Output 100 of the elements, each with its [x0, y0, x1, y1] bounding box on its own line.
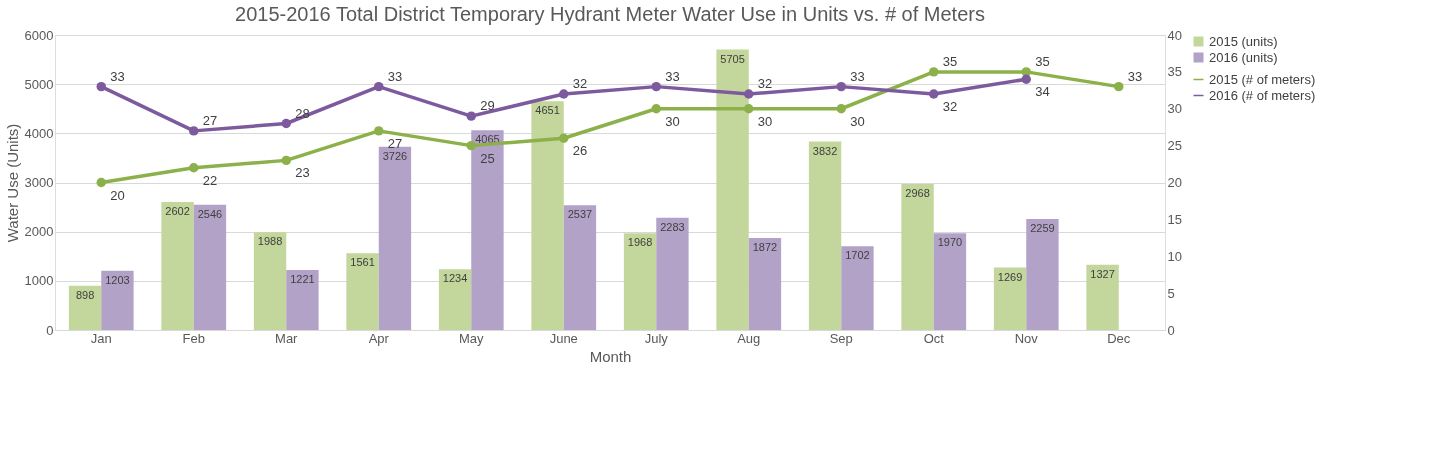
data-label: 1968 — [627, 236, 653, 249]
y2-tick-label: 10 — [1167, 248, 1182, 264]
data-label: 33 — [850, 68, 865, 84]
legend-label: 2016 (units) — [1209, 49, 1278, 65]
data-label: 1872 — [752, 240, 778, 253]
point — [374, 81, 384, 92]
data-label: 1327 — [1090, 267, 1115, 280]
bar — [563, 205, 597, 330]
bar — [933, 233, 967, 330]
data-label: 4065 — [475, 133, 500, 146]
point — [929, 67, 939, 77]
data-label: 33 — [665, 68, 680, 84]
point — [559, 89, 569, 99]
bar — [101, 270, 134, 330]
bar — [748, 237, 782, 330]
bar — [471, 130, 504, 330]
data-label: 3726 — [382, 149, 408, 162]
bar — [1086, 264, 1119, 330]
bar — [1026, 218, 1059, 330]
bar — [901, 184, 934, 330]
legend-label: 2015 (# of meters) — [1209, 71, 1316, 87]
x-tick-label: Sep — [829, 330, 853, 346]
bar — [68, 285, 102, 330]
point — [189, 126, 199, 136]
point — [1021, 74, 1031, 84]
bar — [193, 204, 227, 330]
data-label: 30 — [665, 113, 680, 129]
bar — [623, 233, 657, 330]
point — [1114, 81, 1124, 92]
y2-tick-label: 5 — [1167, 285, 1175, 301]
x-tick-label: Dec — [1107, 330, 1131, 346]
y2-tick-label: 15 — [1167, 211, 1182, 227]
point — [466, 140, 476, 151]
y-axis-title: Water Use (Units) — [3, 123, 21, 243]
y-tick-label: 3000 — [24, 175, 54, 190]
y-tick-label: 5000 — [24, 76, 54, 92]
data-label: 2283 — [660, 220, 685, 233]
data-label: 34 — [1035, 84, 1050, 100]
data-label: 898 — [75, 288, 95, 301]
data-label: 2537 — [567, 208, 593, 221]
data-label: 35 — [1035, 53, 1050, 69]
data-label: 33 — [387, 68, 403, 84]
data-label: 2602 — [165, 205, 190, 218]
bar — [253, 232, 287, 330]
x-axis-title: Month — [589, 347, 632, 365]
y-tick-label: 0 — [46, 322, 54, 338]
bar — [346, 253, 379, 330]
y-tick-label: 2000 — [24, 224, 54, 240]
x-tick-label: Feb — [182, 330, 205, 346]
bar — [656, 217, 689, 330]
data-label: 25 — [480, 150, 495, 166]
y-tick-label: 6000 — [24, 27, 54, 43]
y2-tick-label: 25 — [1167, 138, 1182, 154]
data-label: 29 — [480, 98, 495, 114]
point — [929, 89, 939, 99]
x-tick-label: Mar — [275, 330, 299, 346]
x-tick-label: Apr — [368, 330, 390, 346]
data-label: 20 — [110, 187, 125, 203]
data-label: 1221 — [290, 272, 315, 285]
bar — [808, 141, 842, 330]
bar — [716, 49, 749, 330]
point — [281, 118, 291, 129]
data-label: 33 — [110, 68, 125, 84]
data-label: 1203 — [105, 273, 130, 286]
y2-tick-label: 20 — [1167, 175, 1182, 190]
data-label: 33 — [1127, 68, 1143, 84]
data-label: 3832 — [812, 144, 838, 157]
bar — [286, 269, 319, 330]
y2-tick-label: 30 — [1167, 101, 1182, 117]
point — [836, 81, 846, 92]
chart-title: 2015-2016 Total District Temporary Hydrant Meter Water Use in Units vs. # of Meters — [235, 3, 985, 25]
data-label: 32 — [942, 99, 958, 114]
point — [189, 163, 199, 173]
x-tick-label: Nov — [1014, 330, 1039, 346]
y2-tick-label: 40 — [1167, 27, 1182, 43]
x-tick-label: May — [458, 330, 485, 346]
point — [281, 155, 291, 166]
point — [466, 111, 476, 121]
bar — [531, 101, 564, 330]
data-label: 27 — [387, 135, 403, 151]
point — [744, 104, 754, 114]
data-label: 32 — [572, 76, 588, 91]
point — [374, 126, 384, 136]
data-label: 26 — [572, 143, 588, 159]
y-tick-label: 1000 — [24, 273, 54, 289]
y2-tick-label: 35 — [1167, 64, 1182, 80]
point — [836, 104, 846, 114]
y2-tick-label: 0 — [1167, 322, 1175, 338]
data-label: 5705 — [720, 52, 745, 65]
data-label: 1269 — [997, 270, 1023, 283]
x-tick-label: Oct — [923, 330, 945, 346]
data-label: 30 — [850, 113, 865, 129]
point — [559, 133, 569, 143]
point — [96, 177, 106, 188]
data-label: 1702 — [845, 249, 870, 262]
bar — [161, 202, 194, 330]
bar — [993, 267, 1027, 330]
x-tick-label: June — [549, 330, 578, 346]
data-label: 2259 — [1030, 221, 1055, 234]
data-label: 27 — [202, 112, 218, 128]
